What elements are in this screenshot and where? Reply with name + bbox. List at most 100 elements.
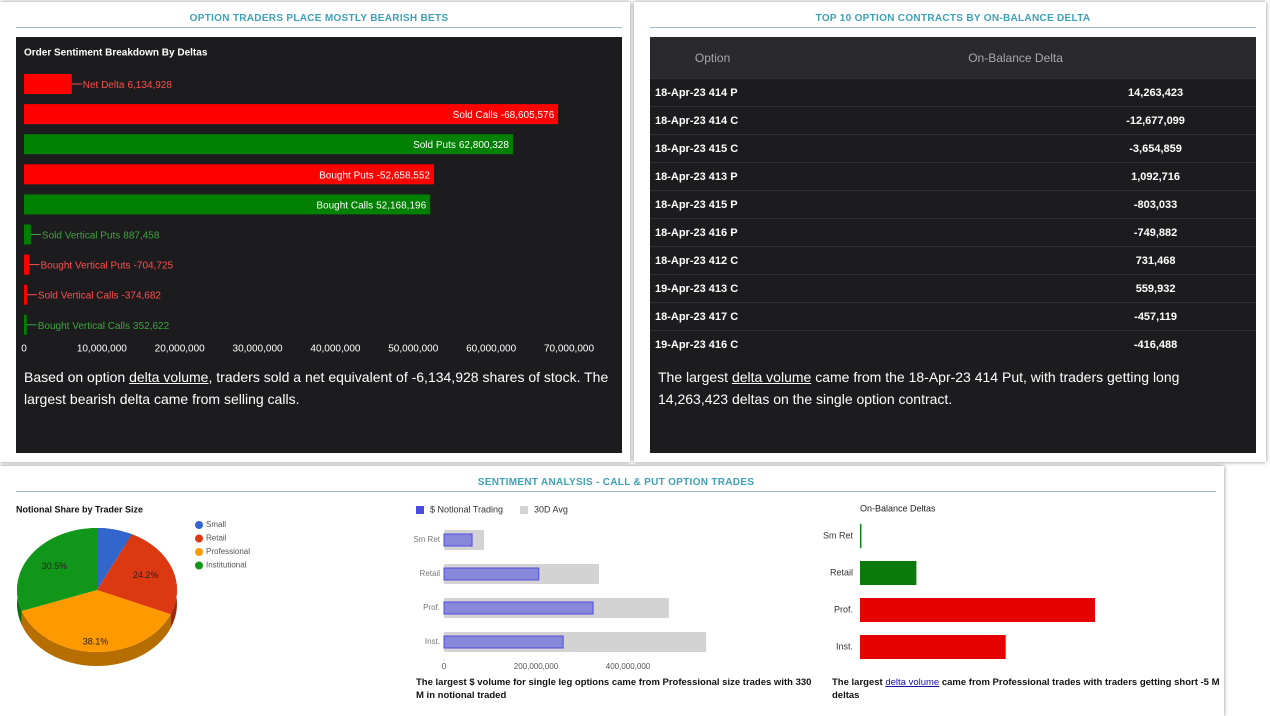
data-label: Bought Vertical Calls 352,622 bbox=[38, 320, 170, 331]
delta-cell: -12,677,099 bbox=[775, 106, 1256, 135]
option-cell: 18-Apr-23 417 C bbox=[650, 302, 776, 331]
x-tick-label: 70,000,000 bbox=[544, 344, 594, 355]
pie-slice bbox=[21, 590, 171, 653]
x-tick-label: 0 bbox=[21, 344, 27, 355]
table-header: Option On-Balance Delta bbox=[650, 37, 1256, 79]
chart-title: Notional Share by Trader Size bbox=[16, 504, 143, 514]
delta-cell: 731,468 bbox=[775, 246, 1256, 275]
title-rule bbox=[16, 27, 622, 28]
chart-title: Order Sentiment Breakdown By Deltas bbox=[24, 48, 208, 59]
caption: Based on option delta volume, traders so… bbox=[24, 366, 614, 410]
category-label: Sm Ret bbox=[823, 530, 854, 540]
x-tick-label: 400,000,000 bbox=[606, 662, 651, 671]
caption: The largest delta volume came from Profe… bbox=[832, 676, 1222, 702]
legend-swatch bbox=[195, 548, 203, 556]
table-row: 18-Apr-23 413 P 1,092,716 bbox=[650, 162, 1256, 191]
caption-link[interactable]: delta volume bbox=[885, 677, 940, 688]
pie-slice bbox=[97, 528, 132, 590]
option-cell: 18-Apr-23 414 C bbox=[650, 106, 776, 135]
legend-swatch bbox=[416, 506, 424, 514]
legend-swatch bbox=[195, 521, 203, 529]
caption-link[interactable]: delta volume bbox=[731, 369, 812, 385]
option-cell: 18-Apr-23 413 P bbox=[650, 162, 776, 191]
table-row: 18-Apr-23 414 C -12,677,099 bbox=[650, 106, 1256, 135]
category-label: Inst. bbox=[425, 637, 440, 646]
delta-cell: -416,488 bbox=[775, 330, 1256, 358]
chart-title: On-Balance Deltas bbox=[860, 503, 936, 513]
slice-label: 24.2% bbox=[133, 570, 159, 580]
data-label: Sold Vertical Puts 887,458 bbox=[42, 230, 160, 241]
panel-sentiment: SENTIMENT ANALYSIS - CALL & PUT OPTION T… bbox=[0, 466, 1224, 716]
caption-text: , traders sold a net equivalent of -6,13… bbox=[24, 369, 609, 407]
option-cell: 19-Apr-23 416 C bbox=[650, 330, 776, 358]
data-label: Bought Calls 52,168,196 bbox=[316, 200, 426, 211]
label-category: Bought Vertical Puts bbox=[40, 260, 130, 271]
legend-label: Small bbox=[206, 520, 226, 529]
label-category: Bought Puts bbox=[319, 170, 373, 181]
x-tick-label: 30,000,000 bbox=[233, 344, 283, 355]
bar bbox=[860, 598, 1095, 622]
section-title: OPTION TRADERS PLACE MOSTLY BEARISH BETS bbox=[189, 13, 449, 24]
bar bbox=[443, 601, 594, 615]
bar bbox=[24, 104, 559, 125]
label-category: Sold Vertical Puts bbox=[42, 230, 120, 241]
table-row: 19-Apr-23 413 C 559,932 bbox=[650, 274, 1256, 303]
x-tick-label: 40,000,000 bbox=[310, 344, 360, 355]
data-label: Sold Puts 62,800,328 bbox=[413, 140, 509, 151]
option-cell: 18-Apr-23 416 P bbox=[650, 218, 776, 247]
delta-cell: 559,932 bbox=[775, 274, 1256, 303]
caption-text: The largest $ volume for single leg opti… bbox=[416, 677, 812, 701]
option-cell: 18-Apr-23 412 C bbox=[650, 246, 776, 275]
pie-side bbox=[21, 611, 171, 666]
caption-text: The largest bbox=[658, 369, 732, 385]
legend-label: 30D Avg bbox=[534, 504, 568, 514]
legend-label: Retail bbox=[206, 534, 227, 543]
category-label: Prof. bbox=[423, 603, 440, 612]
label-value: -374,682 bbox=[122, 290, 162, 301]
x-tick-label: 20,000,000 bbox=[155, 344, 205, 355]
caption-text: came from the 18-Apr-23 414 Put, with tr… bbox=[658, 369, 1180, 407]
bar bbox=[24, 254, 30, 275]
delta-cell: -749,882 bbox=[775, 218, 1256, 247]
caption-link[interactable]: delta volume bbox=[129, 369, 209, 385]
delta-cell: -3,654,859 bbox=[775, 134, 1256, 163]
bar bbox=[24, 164, 434, 185]
data-label: Bought Vertical Puts -704,725 bbox=[40, 260, 173, 271]
bar bbox=[24, 74, 72, 94]
bar bbox=[24, 194, 431, 215]
label-category: Sold Vertical Calls bbox=[38, 290, 119, 301]
delta-cell: 14,263,423 bbox=[775, 78, 1256, 107]
label-value: -52,658,552 bbox=[377, 170, 431, 181]
label-category: Bought Vertical Calls bbox=[38, 320, 130, 331]
option-cell: 19-Apr-23 413 C bbox=[650, 274, 776, 303]
category-label: Sm Ret bbox=[413, 535, 440, 544]
option-cell: 18-Apr-23 414 P bbox=[650, 78, 776, 107]
panel-bearish: OPTION TRADERS PLACE MOSTLY BEARISH BETS bbox=[0, 2, 630, 462]
label-category: Sold Puts bbox=[413, 140, 456, 151]
label-value: 62,800,328 bbox=[459, 140, 509, 151]
delta-cell: 1,092,716 bbox=[775, 162, 1256, 191]
pie-slice bbox=[16, 528, 98, 612]
label-category: Bought Calls bbox=[316, 200, 373, 211]
data-label: Sold Calls -68,605,576 bbox=[453, 110, 555, 121]
pie-slice bbox=[97, 534, 177, 615]
x-tick-label: 60,000,000 bbox=[466, 344, 516, 355]
bar bbox=[860, 635, 1006, 659]
option-cell: 18-Apr-23 415 P bbox=[650, 190, 776, 219]
bar bbox=[443, 635, 564, 649]
label-value: -704,725 bbox=[134, 260, 174, 271]
category-label: Retail bbox=[420, 569, 441, 578]
label-value: 887,458 bbox=[123, 230, 160, 241]
table-row: 18-Apr-23 415 P -803,033 bbox=[650, 190, 1256, 219]
bar bbox=[24, 224, 31, 245]
bar bbox=[860, 524, 862, 548]
bar bbox=[443, 567, 540, 581]
option-cell: 18-Apr-23 415 C bbox=[650, 134, 776, 163]
legend-swatch bbox=[520, 506, 528, 514]
caption-text: The largest bbox=[832, 677, 886, 688]
bar bbox=[24, 134, 513, 155]
section-title: TOP 10 OPTION CONTRACTS BY ON-BALANCE DE… bbox=[815, 13, 1091, 24]
section-title: SENTIMENT ANALYSIS - CALL & PUT OPTION T… bbox=[477, 477, 755, 488]
